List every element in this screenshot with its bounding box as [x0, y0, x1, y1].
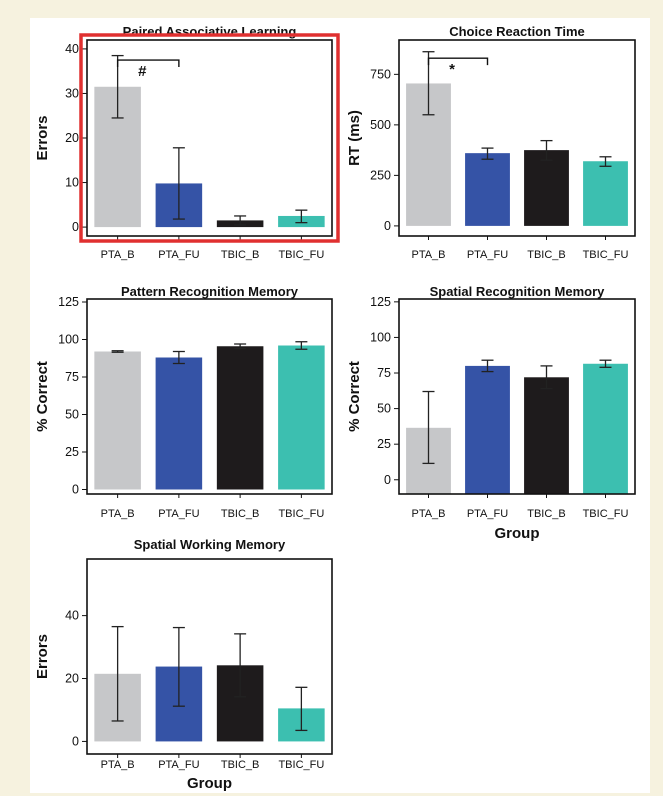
significance-marker: # [138, 63, 147, 80]
y-tick-label: 125 [58, 295, 79, 309]
bar-TBIC_FU [583, 363, 628, 494]
y-tick-label: 100 [58, 333, 79, 347]
y-tick-label: 40 [65, 42, 79, 56]
chart-title: Pattern Recognition Memory [121, 284, 299, 299]
x-tick-label: PTA_B [101, 249, 135, 261]
x-tick-label: TBIC_FU [583, 249, 629, 261]
y-tick-label: 250 [370, 168, 391, 182]
chart-title: Spatial Working Memory [134, 537, 286, 552]
plot-frame [398, 298, 636, 495]
y-tick-label: 125 [370, 295, 391, 309]
x-tick-label: PTA_FU [158, 759, 199, 771]
bar-TBIC_B [524, 150, 569, 226]
x-tick-label: PTA_FU [158, 249, 199, 261]
chart-title: Choice Reaction Time [449, 24, 585, 39]
x-tick-label: TBIC_FU [278, 249, 324, 261]
y-tick-label: 20 [65, 131, 79, 145]
y-tick-label: 30 [65, 86, 79, 100]
chart-panel-2: 0 250 500 750 PTA_B PTA_FU TBIC_B TBIC_FU Choice… [346, 24, 636, 261]
y-tick-label: 75 [65, 370, 79, 384]
y-axis-label: % Correct [346, 361, 363, 432]
significance-marker: * [449, 61, 455, 78]
y-tick-label: 50 [377, 402, 391, 416]
y-tick-label: 10 [65, 176, 79, 190]
y-tick-label: 100 [370, 330, 391, 344]
y-tick-label: 0 [384, 473, 391, 487]
y-tick-label: 0 [72, 734, 79, 748]
y-tick-label: 20 [65, 672, 79, 686]
x-tick-label: PTA_FU [467, 508, 508, 520]
bar-TBIC_FU [583, 161, 628, 226]
x-tick-label: PTA_FU [158, 508, 199, 520]
chart-panel-3: 0 25 50 75 100 125 PTA_B PTA_FU TBIC_B TBIC_FU Pat… [34, 284, 333, 520]
chart-panel-4: 0 25 50 75 100 125 PTA_B PTA_FU TBIC_B TBIC_FU Spa… [346, 284, 636, 542]
x-tick-label: PTA_B [101, 759, 135, 771]
x-tick-label: TBIC_FU [583, 508, 629, 520]
y-tick-label: 75 [377, 366, 391, 380]
x-axis-label: Group [495, 525, 540, 542]
figure: 0 10 20 30 40 PTA_B PTA_FU TBIC_B TBIC_FU Paired … [30, 18, 650, 793]
x-tick-label: TBIC_FU [278, 508, 324, 520]
x-tick-label: TBIC_B [221, 249, 260, 261]
x-tick-label: PTA_B [411, 249, 445, 261]
x-tick-label: TBIC_B [221, 759, 260, 771]
y-tick-label: 25 [65, 445, 79, 459]
x-tick-label: PTA_B [101, 508, 135, 520]
y-tick-label: 40 [65, 609, 79, 623]
chart-panel-5: 0 20 40 PTA_B PTA_FU TBIC_B TBIC_FU Spatial Wor… [34, 537, 333, 792]
plot-frame [398, 39, 636, 237]
highlight-box [79, 33, 340, 243]
bar-TBIC_FU [278, 345, 325, 490]
y-axis-label: % Correct [34, 361, 51, 432]
y-tick-label: 500 [370, 118, 391, 132]
bar-PTA_FU [465, 365, 510, 494]
x-tick-label: TBIC_B [221, 508, 260, 520]
x-tick-label: TBIC_FU [278, 759, 324, 771]
x-tick-label: PTA_FU [467, 249, 508, 261]
bar-TBIC_B [524, 377, 569, 494]
y-axis-label: Errors [34, 634, 51, 679]
plot-frame [86, 298, 333, 495]
x-tick-label: TBIC_B [527, 249, 566, 261]
significance-bracket [116, 59, 180, 68]
x-axis-label: Group [187, 775, 232, 792]
significance-bracket [427, 57, 489, 66]
y-tick-label: 750 [370, 67, 391, 81]
x-tick-label: PTA_B [411, 508, 445, 520]
y-tick-label: 25 [377, 437, 391, 451]
plot-frame [86, 558, 333, 755]
chart-title: Spatial Recognition Memory [430, 284, 606, 299]
y-tick-label: 0 [72, 483, 79, 497]
y-axis-label: Errors [34, 115, 51, 160]
bar-PTA_FU [465, 153, 510, 226]
bar-PTA_B [94, 351, 141, 490]
y-tick-label: 0 [72, 220, 79, 234]
bar-PTA_FU [155, 357, 203, 490]
y-axis-label: RT (ms) [346, 110, 363, 166]
y-tick-label: 50 [65, 408, 79, 422]
y-tick-label: 0 [384, 219, 391, 233]
x-tick-label: TBIC_B [527, 508, 566, 520]
bar-TBIC_B [216, 346, 264, 490]
